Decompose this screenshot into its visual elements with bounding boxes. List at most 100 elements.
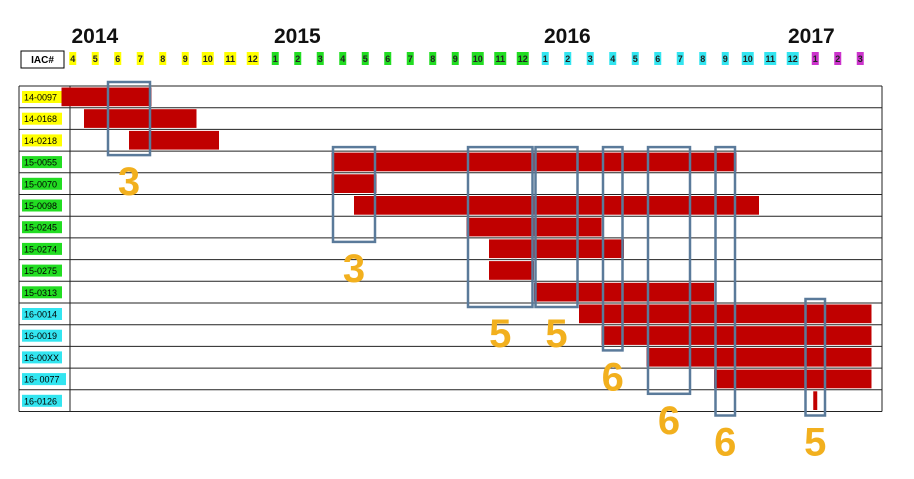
- row-label: 16-00XX: [24, 353, 59, 363]
- month-label-bg: [246, 52, 259, 65]
- row-label-bg: [22, 329, 62, 342]
- row-label-bg: [22, 308, 62, 320]
- month-label-bg: [516, 52, 529, 65]
- month-label-bg: [811, 52, 819, 65]
- row-label-bg: [22, 264, 62, 277]
- month-label-bg: [316, 52, 324, 65]
- task-bar: [466, 217, 602, 237]
- task-bar: [331, 174, 377, 193]
- task-bar: [354, 196, 759, 215]
- month-label: 9: [453, 54, 458, 64]
- month-label: 6: [115, 54, 120, 64]
- month-label-bg: [181, 52, 189, 65]
- month-label: 7: [138, 54, 143, 64]
- task-bar: [534, 282, 714, 302]
- overlap-highlight-box: [331, 145, 377, 244]
- month-label-bg: [136, 52, 144, 65]
- task-bar: [813, 391, 818, 410]
- row-label-bg: [22, 242, 62, 255]
- row-label: 15-0070: [24, 179, 57, 189]
- month-label: 10: [473, 54, 483, 64]
- row-label: 16-0126: [24, 396, 57, 406]
- row-label-bg: [22, 91, 62, 103]
- month-label-bg: [741, 52, 754, 65]
- month-label: 4: [340, 54, 345, 64]
- month-label: 1: [543, 54, 548, 64]
- month-label-bg: [339, 52, 347, 65]
- month-label-bg: [69, 52, 77, 65]
- month-label: 5: [363, 54, 368, 64]
- row-label-bg: [22, 112, 62, 125]
- month-label-bg: [114, 52, 122, 65]
- month-label: 7: [678, 54, 683, 64]
- row-label-bg: [22, 221, 62, 234]
- overlap-count-label: 6: [658, 399, 680, 443]
- month-label: 1: [813, 54, 818, 64]
- month-label: 3: [858, 54, 863, 64]
- row-label-bg: [22, 177, 62, 190]
- row-label: 14-0218: [24, 136, 57, 146]
- row-label-bg: [22, 351, 62, 364]
- row-label: 16-0019: [24, 331, 57, 341]
- overlap-highlight-box: [646, 145, 692, 396]
- month-label: 9: [183, 54, 188, 64]
- month-label: 3: [588, 54, 593, 64]
- month-label: 3: [318, 54, 323, 64]
- row-label-bg: [22, 199, 62, 212]
- month-label-bg: [406, 52, 414, 65]
- month-label: 4: [70, 54, 75, 64]
- month-label: 4: [610, 54, 615, 64]
- row-label: 14-0097: [24, 93, 57, 103]
- overlap-highlight-box: [804, 297, 827, 417]
- column-header-box: [20, 50, 65, 69]
- month-label-bg: [201, 52, 214, 65]
- month-label: 8: [160, 54, 165, 64]
- row-label-bg: [22, 156, 62, 169]
- overlap-count-label: 6: [602, 355, 624, 399]
- month-label-bg: [294, 52, 302, 65]
- row-label: 15-0274: [24, 244, 57, 254]
- month-label: 12: [518, 54, 528, 64]
- row-label-bg: [22, 394, 62, 407]
- month-label-bg: [764, 52, 777, 65]
- row-grid: [18, 85, 883, 412]
- row-labels: 14-0097 14-0168 14-0218 15-0055 15-0070 15-00…: [22, 91, 66, 407]
- month-label: 2: [565, 54, 570, 64]
- month-label-bg: [494, 52, 507, 65]
- month-label-bg: [361, 52, 369, 65]
- row-label-bg: [22, 134, 62, 147]
- month-label-bg: [271, 52, 279, 65]
- month-label: 8: [430, 54, 435, 64]
- month-label-bg: [471, 52, 484, 65]
- row-label: 14-0168: [24, 114, 57, 124]
- month-label: 7: [408, 54, 413, 64]
- month-label-bg: [609, 52, 617, 65]
- month-label-bg: [631, 52, 639, 65]
- overlap-counts: 335 566 6 5: [118, 160, 827, 464]
- month-label-bg: [224, 52, 237, 65]
- row-label: 16- 0077: [24, 375, 60, 385]
- row-label: 15-0275: [24, 266, 57, 276]
- row-label: 16-0014: [24, 310, 57, 320]
- year-label-2014: 2014: [72, 25, 119, 48]
- month-label-bg: [429, 52, 437, 65]
- month-label-bg: [834, 52, 842, 65]
- year-label-2015: 2015: [274, 25, 321, 48]
- row-label: 15-0098: [24, 201, 57, 211]
- month-label: 11: [495, 54, 505, 64]
- month-label: 10: [743, 54, 753, 64]
- month-label: 6: [385, 54, 390, 64]
- task-bar: [714, 369, 872, 389]
- month-label-bg: [159, 52, 167, 65]
- task-bar: [61, 87, 152, 107]
- row-label: 15-0245: [24, 223, 57, 233]
- month-label-bg: [586, 52, 594, 65]
- row-label: 15-0055: [24, 158, 57, 168]
- overlap-count-label: 6: [714, 421, 736, 465]
- month-label-bg: [856, 52, 864, 65]
- month-label-bg: [564, 52, 572, 65]
- month-labels: 4 5 6 7 8 9 10 11 12 1 2 3 4 5 6 7 8 9 10 11 12 1 2 3 4 5 6 7 8 9 10 11…: [69, 52, 864, 65]
- task-bar: [331, 152, 737, 172]
- month-label: 5: [633, 54, 638, 64]
